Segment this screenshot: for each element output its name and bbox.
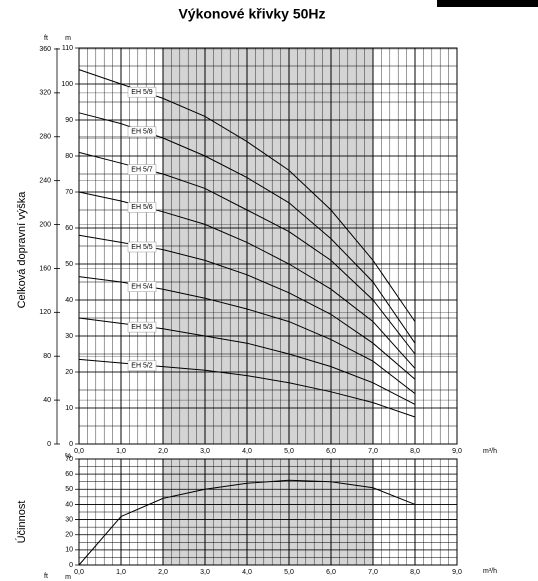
x-tick-label: 5,0 bbox=[284, 448, 294, 455]
series-label: EH 5/4 bbox=[131, 283, 153, 290]
x-tick-label: 3,0 bbox=[200, 569, 210, 576]
series-label: EH 5/2 bbox=[131, 363, 153, 370]
y-tick-label: 60 bbox=[65, 471, 73, 478]
y-tick-label: 100 bbox=[61, 81, 73, 88]
x-tick-label: 1,0 bbox=[116, 448, 126, 455]
series-label-box bbox=[127, 86, 157, 98]
series-label: EH 5/7 bbox=[131, 166, 153, 173]
x-tick-label: 0,0 bbox=[74, 569, 84, 576]
x-tick-label: 6,0 bbox=[326, 569, 336, 576]
footer-unit: m bbox=[65, 574, 71, 581]
y-tick-label: 80 bbox=[65, 153, 73, 160]
series-line bbox=[78, 479, 416, 566]
x-tick-label: 2,0 bbox=[158, 448, 168, 455]
y-unit: m bbox=[65, 35, 71, 42]
y2-tick-label: 80 bbox=[43, 353, 51, 360]
y2-tick-label: 360 bbox=[39, 46, 51, 53]
series-label: EH 5/3 bbox=[131, 324, 153, 331]
y2-tick-label: 120 bbox=[39, 309, 51, 316]
y-tick-label: 50 bbox=[65, 486, 73, 493]
x-tick-label: 6,0 bbox=[326, 448, 336, 455]
x-tick-label: 7,0 bbox=[368, 448, 378, 455]
y-axis-title: Účinnost bbox=[15, 501, 28, 544]
y-tick-label: 30 bbox=[65, 333, 73, 340]
x-tick-label: 8,0 bbox=[410, 569, 420, 576]
series-label: EH 5/8 bbox=[131, 129, 153, 136]
x-unit: m³/h bbox=[483, 448, 497, 455]
y-tick-label: 60 bbox=[65, 225, 73, 232]
x-tick-label: 3,0 bbox=[200, 448, 210, 455]
x-tick-label: 4,0 bbox=[242, 448, 252, 455]
corner-block bbox=[437, 0, 538, 7]
x-tick-label: 9,0 bbox=[452, 448, 462, 455]
y2-tick-label: 40 bbox=[43, 397, 51, 404]
chart-title: Výkonové křivky 50Hz bbox=[178, 6, 325, 22]
x-unit: m³/h bbox=[483, 568, 497, 575]
footer-unit: ft bbox=[44, 573, 48, 580]
series-label: EH 5/6 bbox=[131, 204, 153, 211]
y2-unit: ft bbox=[44, 35, 48, 42]
y2-tick-label: 0 bbox=[47, 441, 51, 448]
y-tick-label: 110 bbox=[62, 45, 73, 52]
y-tick-label: 20 bbox=[65, 369, 73, 376]
plot-frame bbox=[78, 458, 458, 566]
y-axis-title: Celková dopravní výška bbox=[16, 191, 28, 309]
x-tick-label: 2,0 bbox=[158, 569, 168, 576]
series-label-box bbox=[127, 360, 157, 372]
series-label-box bbox=[127, 126, 157, 138]
y2-tick-label: 240 bbox=[39, 178, 51, 185]
series-label-box bbox=[127, 281, 157, 292]
y2-tick-label: 200 bbox=[39, 221, 51, 228]
series-label-box bbox=[127, 321, 157, 333]
series-label-box bbox=[127, 202, 157, 213]
y-unit: % bbox=[65, 453, 71, 460]
plot-frame bbox=[78, 47, 458, 445]
y-tick-label: 30 bbox=[65, 516, 73, 523]
y-tick-label: 20 bbox=[65, 532, 73, 539]
y2-tick-label: 320 bbox=[39, 90, 51, 97]
y-tick-label: 0 bbox=[69, 441, 73, 448]
x-tick-label: 5,0 bbox=[284, 569, 294, 576]
y-tick-label: 10 bbox=[65, 547, 73, 554]
x-tick-label: 8,0 bbox=[410, 448, 420, 455]
x-tick-label: 0,0 bbox=[74, 448, 84, 455]
y-tick-label: 70 bbox=[65, 456, 73, 463]
y-tick-label: 10 bbox=[65, 405, 73, 412]
y-tick-label: 40 bbox=[65, 501, 73, 508]
series-label: EH 5/5 bbox=[131, 244, 153, 251]
series-label-box bbox=[127, 241, 157, 253]
y2-tick-label: 160 bbox=[39, 265, 51, 272]
x-tick-label: 9,0 bbox=[452, 569, 462, 576]
x-tick-label: 4,0 bbox=[242, 569, 252, 576]
y-tick-label: 50 bbox=[65, 261, 73, 268]
series-label: EH 5/9 bbox=[131, 89, 153, 96]
y-tick-label: 70 bbox=[65, 189, 73, 196]
series-label-box bbox=[127, 164, 157, 175]
x-tick-label: 7,0 bbox=[368, 569, 378, 576]
y-tick-label: 90 bbox=[65, 117, 73, 124]
x-tick-label: 1,0 bbox=[116, 569, 126, 576]
y2-tick-label: 280 bbox=[39, 134, 51, 141]
y-tick-label: 40 bbox=[65, 297, 73, 304]
y-tick-label: 0 bbox=[69, 562, 73, 569]
